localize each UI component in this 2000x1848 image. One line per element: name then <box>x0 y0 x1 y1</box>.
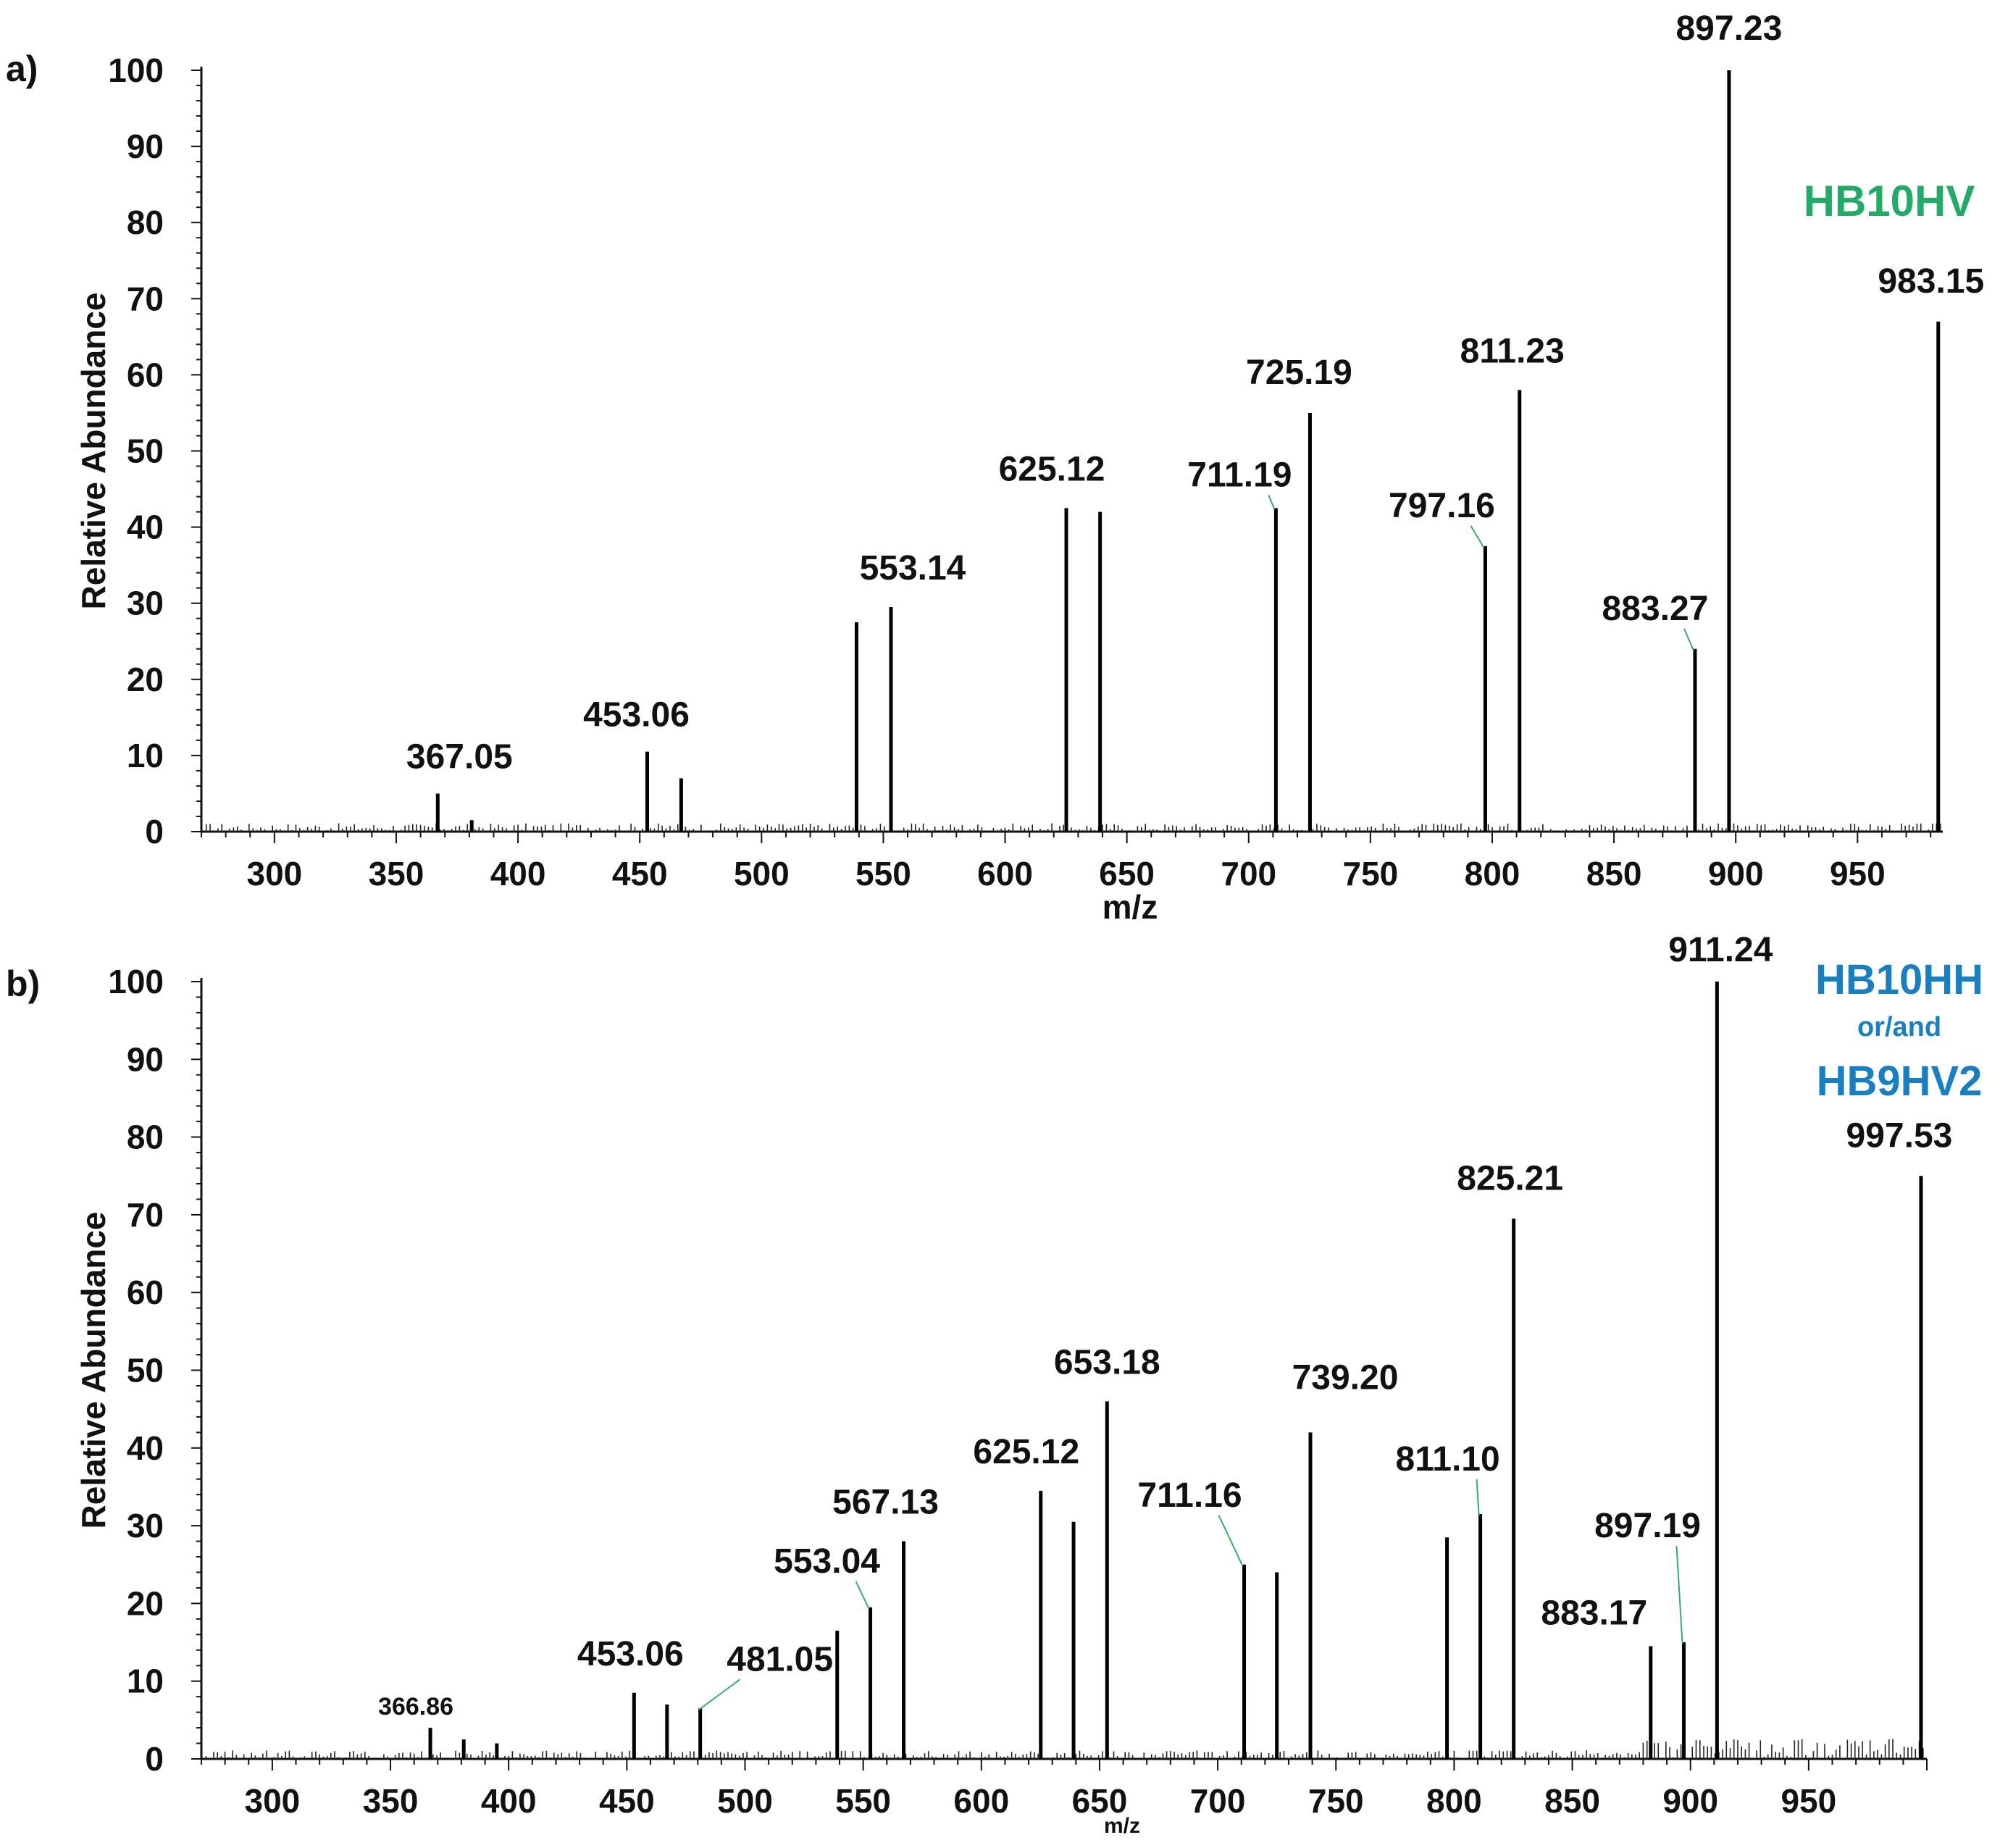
peak-label-625-12: 625.12 <box>999 450 1105 488</box>
x-tick-label: 300 <box>246 855 302 892</box>
peak-label-897-23: 897.23 <box>1675 9 1782 48</box>
y-tick-label: 50 <box>127 432 164 470</box>
peak-label-811-23: 811.23 <box>1460 332 1565 370</box>
leader-line <box>1268 494 1276 510</box>
compound-annotation-line2: or/and <box>1857 1012 1941 1042</box>
leader-line <box>1218 1515 1244 1567</box>
x-tick-label: 600 <box>953 1782 1009 1820</box>
x-tick-label: 850 <box>1544 1782 1600 1820</box>
peak-label-797-16: 797.16 <box>1389 487 1495 525</box>
x-tick-label: 800 <box>1465 855 1520 892</box>
y-tick-label: 50 <box>127 1352 164 1389</box>
x-tick-label: 700 <box>1190 1782 1246 1820</box>
x-tick-label: 650 <box>1072 1782 1128 1820</box>
peak-label-883-27: 883.27 <box>1602 590 1709 628</box>
peak-label-653-18: 653.18 <box>1054 1343 1160 1381</box>
x-tick-label: 650 <box>1099 855 1155 892</box>
x-tick-label: 700 <box>1221 855 1276 892</box>
leader-line <box>1683 628 1694 651</box>
baseline-noise <box>205 1739 1924 1759</box>
x-tick-label: 850 <box>1586 855 1642 892</box>
peak-label-481-05: 481.05 <box>727 1640 833 1678</box>
x-tick-label: 600 <box>977 855 1033 892</box>
leader-line <box>855 1581 870 1610</box>
x-tick-label: 350 <box>369 855 424 892</box>
peak-label-711-19: 711.19 <box>1187 456 1292 494</box>
x-tick-label: 950 <box>1830 855 1886 892</box>
y-tick-label: 70 <box>127 280 164 317</box>
y-tick-label: 70 <box>127 1196 164 1234</box>
x-axis-title: m/z <box>1102 888 1158 926</box>
y-tick-label: 40 <box>127 509 164 546</box>
x-tick-label: 750 <box>1342 855 1398 892</box>
peak-label-453-06: 453.06 <box>583 696 690 735</box>
x-tick-label: 750 <box>1308 1782 1364 1820</box>
y-tick-label: 90 <box>127 1040 164 1078</box>
x-tick-label: 500 <box>734 855 790 892</box>
peak-label-725-19: 725.19 <box>1246 354 1352 392</box>
y-tick-label: 100 <box>108 963 164 1000</box>
peak-label-711-16: 711.16 <box>1137 1476 1242 1515</box>
x-tick-label: 550 <box>855 855 911 892</box>
y-tick-label: 20 <box>127 661 164 698</box>
peak-label-825-21: 825.21 <box>1457 1159 1563 1197</box>
y-tick-label: 0 <box>145 813 164 850</box>
compound-annotation: HB10HV <box>1804 177 1975 225</box>
y-axis-title: Relative Abundance <box>75 1212 112 1529</box>
x-tick-label: 550 <box>835 1782 891 1820</box>
compound-annotation-line3: HB9HV2 <box>1817 1058 1983 1105</box>
y-axis-title: Relative Abundance <box>75 293 112 610</box>
peak-label-625-12: 625.12 <box>973 1433 1079 1471</box>
y-tick-label: 80 <box>127 1119 164 1156</box>
x-tick-label: 450 <box>599 1782 655 1820</box>
x-tick-label: 400 <box>490 855 546 892</box>
spectrum-panel-b: b) 0 10 20 30 40 50 60 70 80 90 100 300 350 400 450 500 5… <box>6 931 1983 1838</box>
y-tick-label: 30 <box>127 1507 164 1544</box>
y-tick-label: 90 <box>127 127 164 165</box>
panel-label: b) <box>6 963 40 1004</box>
spectrum-panel-a: a) 0 10 20 30 40 50 60 70 80 90 100 300 350 400 450 500 5… <box>6 9 1984 926</box>
peak-label-567-13: 567.13 <box>832 1484 939 1522</box>
leader-line <box>1476 1479 1480 1516</box>
peak-label-366-86: 366.86 <box>378 1693 453 1721</box>
peak-label-897-19: 897.19 <box>1594 1507 1701 1545</box>
leader-line <box>1675 1545 1683 1644</box>
leader-line <box>1470 525 1485 548</box>
x-tick-label: 500 <box>717 1782 773 1820</box>
x-tick-label: 900 <box>1662 1782 1718 1820</box>
peak-label-983-15: 983.15 <box>1878 262 1984 301</box>
peak-label-553-04: 553.04 <box>774 1542 880 1581</box>
peak-label-811-10: 811.10 <box>1396 1440 1500 1479</box>
x-tick-label: 450 <box>612 855 668 892</box>
x-tick-label: 800 <box>1426 1782 1482 1820</box>
x-tick-label: 400 <box>481 1782 537 1820</box>
y-tick-label: 10 <box>127 1663 164 1700</box>
y-tick-label: 10 <box>127 737 164 774</box>
leader-line <box>698 1678 741 1711</box>
y-tick-label: 100 <box>108 51 164 89</box>
peak-label-883-17: 883.17 <box>1541 1594 1647 1632</box>
x-tick-label: 300 <box>245 1782 301 1820</box>
peak-label-739-20: 739.20 <box>1292 1358 1399 1397</box>
x-tick-label: 900 <box>1708 855 1764 892</box>
y-tick-label: 60 <box>127 356 164 393</box>
y-tick-label: 40 <box>127 1429 164 1467</box>
peak-label-367-05: 367.05 <box>406 737 513 776</box>
peak-label-911-24: 911.24 <box>1668 931 1773 969</box>
panel-label: a) <box>6 49 38 89</box>
peak-label-453-06: 453.06 <box>577 1635 684 1673</box>
baseline-noise <box>205 823 1941 832</box>
peak-label-553-14: 553.14 <box>860 549 966 588</box>
y-tick-label: 20 <box>127 1584 164 1622</box>
y-tick-label: 30 <box>127 585 164 622</box>
x-axis-title: m/z <box>1104 1814 1140 1838</box>
y-tick-label: 80 <box>127 204 164 241</box>
y-tick-label: 60 <box>127 1274 164 1311</box>
x-tick-label: 350 <box>363 1782 419 1820</box>
y-tick-label: 0 <box>145 1740 164 1778</box>
x-tick-label: 950 <box>1781 1782 1836 1820</box>
peak-label-997-53: 997.53 <box>1846 1116 1953 1155</box>
compound-annotation-line1: HB10HH <box>1815 956 1983 1003</box>
